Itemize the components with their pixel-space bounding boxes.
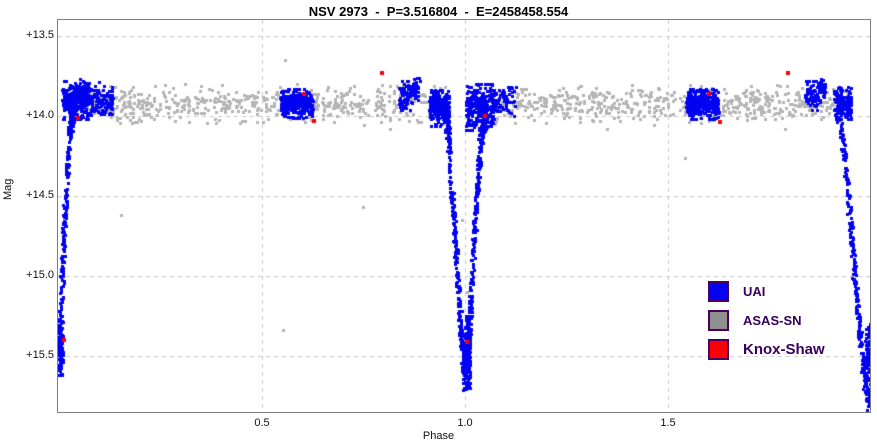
ytick-15-5: +15.5 xyxy=(26,349,54,361)
x-axis-label: Phase xyxy=(422,430,455,442)
y-axis-label: Mag xyxy=(2,178,14,200)
knox-shaw-label: Knox-Shaw xyxy=(743,341,825,358)
plot-area: UAI ASAS-SN Knox-Shaw xyxy=(57,19,871,413)
asassn-label: ASAS-SN xyxy=(743,313,802,328)
legend: UAI ASAS-SN Knox-Shaw xyxy=(708,281,825,360)
xtick-0-5: 0.5 xyxy=(254,417,270,429)
ytick-14-0: +14.0 xyxy=(26,109,54,121)
legend-item-knox-shaw: Knox-Shaw xyxy=(708,339,825,360)
ytick-15-0: +15.0 xyxy=(26,269,54,281)
ytick-14-5: +14.5 xyxy=(26,189,54,201)
knox-shaw-swatch xyxy=(708,339,729,360)
uai-swatch xyxy=(708,281,729,302)
uai-label: UAI xyxy=(743,284,766,299)
legend-item-uai: UAI xyxy=(708,281,825,302)
scatter-canvas xyxy=(58,20,870,412)
xtick-1-5: 1.5 xyxy=(660,417,676,429)
xtick-1-0: 1.0 xyxy=(457,417,473,429)
chart-title: NSV 2973 - P=3.516804 - E=2458458.554 xyxy=(308,4,569,19)
asassn-swatch xyxy=(708,310,729,331)
ytick-13-5: +13.5 xyxy=(26,29,54,41)
legend-item-asassn: ASAS-SN xyxy=(708,310,825,331)
